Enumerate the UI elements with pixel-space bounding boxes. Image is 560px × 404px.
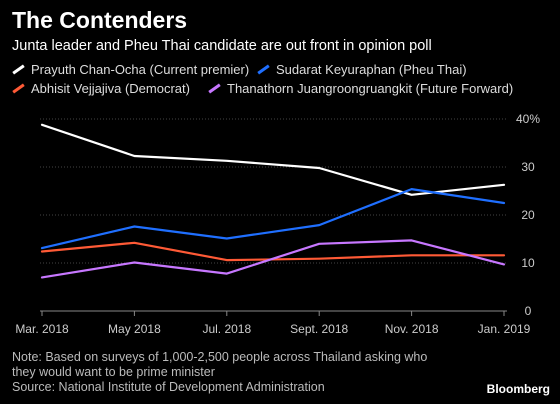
series-line-thanathorn (40, 239, 506, 279)
x-tick-label: Jan. 2019 (478, 322, 531, 336)
bloomberg-logo: Bloomberg (486, 382, 550, 396)
legend-label-thanathorn: Thanathorn Juangroongruangkit (Future Fo… (227, 81, 514, 96)
x-tick-label: Jul. 2018 (202, 322, 251, 336)
legend-swatch-thanathorn (208, 83, 221, 94)
legend-item-prayuth: Prayuth Chan-Ocha (Current premier) (12, 62, 249, 77)
y-tick-label: 10 (521, 256, 535, 270)
y-tick-label: 30 (521, 160, 535, 174)
chart-subtitle: Junta leader and Pheu Thai candidate are… (12, 38, 432, 54)
chart-title: The Contenders (12, 7, 188, 33)
legend-item-thanathorn: Thanathorn Juangroongruangkit (Future Fo… (208, 81, 513, 96)
legend-item-abhisit: Abhisit Vejjajiva (Democrat) (12, 81, 190, 96)
y-tick-label: 0 (525, 304, 532, 318)
legend-swatch-sudarat (257, 64, 270, 75)
legend-swatch-prayuth (12, 64, 25, 75)
legend-label-sudarat: Sudarat Keyuraphan (Pheu Thai) (276, 62, 467, 77)
y-tick-label: 40% (516, 112, 540, 126)
x-tick-label: Sept. 2018 (290, 322, 348, 336)
line-chart: 0 10 20 30 40% Mar. 2018 May 2018 Jul. 2018 Sept… (15, 112, 540, 336)
legend-swatch-abhisit (12, 83, 25, 94)
legend-item-sudarat: Sudarat Keyuraphan (Pheu Thai) (257, 62, 467, 77)
legend-label-abhisit: Abhisit Vejjajiva (Democrat) (31, 81, 190, 96)
y-tick-label: 20 (521, 208, 535, 222)
source-note: Source: National Institute of Developmen… (12, 380, 325, 394)
x-tick-label: Mar. 2018 (15, 322, 69, 336)
series-line-sudarat (40, 187, 506, 250)
legend-label-prayuth: Prayuth Chan-Ocha (Current premier) (31, 62, 250, 77)
x-tick-label: Nov. 2018 (385, 322, 439, 336)
x-tick-label: May 2018 (108, 322, 161, 336)
footnote: Note: Based on surveys of 1,000-2,500 pe… (12, 350, 428, 379)
series-line-prayuth (40, 123, 506, 196)
